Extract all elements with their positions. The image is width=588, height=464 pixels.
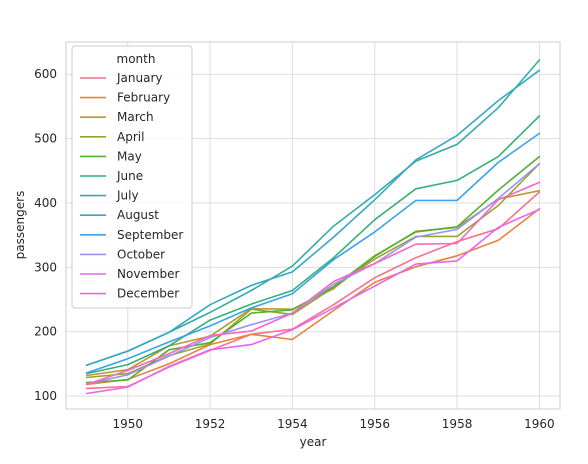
x-tick-label: 1956	[359, 417, 390, 431]
legend-label: December	[117, 287, 179, 301]
legend-label: October	[117, 247, 165, 261]
series-line-september	[85, 132, 541, 374]
legend-label: September	[117, 228, 183, 242]
legend-label: July	[116, 189, 139, 203]
series-line-june	[85, 115, 541, 375]
x-tick-label: 1958	[442, 417, 473, 431]
y-tick-label: 200	[34, 325, 57, 339]
legend-item-may: May	[80, 149, 142, 163]
legend-label: May	[117, 149, 142, 163]
legend-title: month	[117, 52, 156, 66]
legend-label: January	[116, 71, 163, 85]
series-line-october	[85, 162, 541, 385]
y-tick-label: 300	[34, 260, 57, 274]
x-tick-label: 1954	[277, 417, 308, 431]
y-tick-label: 500	[34, 132, 57, 146]
series-layer	[85, 59, 541, 395]
series-line-november	[85, 208, 541, 395]
legend-item-january: January	[80, 71, 163, 85]
series-line-december	[85, 181, 541, 386]
legend-item-october: October	[80, 247, 165, 261]
x-tick-label: 1950	[112, 417, 143, 431]
legend-label: August	[117, 208, 159, 222]
legend-item-april: April	[80, 130, 144, 144]
y-tick-label: 600	[34, 67, 57, 81]
plot-frame	[65, 41, 561, 410]
legend-label: April	[117, 130, 144, 144]
x-tick-label: 1960	[524, 417, 555, 431]
legend-label: February	[117, 91, 170, 105]
y-tick-label: 100	[34, 389, 57, 403]
series-line-august	[85, 69, 541, 367]
legend-item-march: March	[80, 110, 154, 124]
x-axis-label: year	[300, 435, 327, 449]
legend-items: January February March April May June July Augu…	[80, 71, 183, 301]
series-line-february	[85, 208, 541, 386]
legend-label: November	[117, 267, 179, 281]
legend-label: June	[116, 169, 143, 183]
legend-label: March	[117, 110, 154, 124]
y-axis-label: passengers	[13, 191, 27, 260]
x-tick-label: 1952	[195, 417, 226, 431]
legend-item-september: September	[80, 228, 183, 242]
y-tick-label: 400	[34, 196, 57, 210]
y-axis-ticks: 100 200 300 400 500 600	[34, 67, 57, 403]
legend-item-november: November	[80, 267, 179, 281]
x-axis-ticks: 1950 1952 1954 1956 1958 1960	[112, 417, 554, 431]
legend-item-june: June	[80, 169, 143, 183]
legend-box	[71, 45, 193, 309]
legend-item-august: August	[80, 208, 159, 222]
legend-item-july: July	[80, 189, 139, 203]
legend-item-december: December	[80, 287, 179, 301]
legend: month January February March April May June Ju…	[71, 45, 193, 309]
legend-item-february: February	[80, 91, 170, 105]
